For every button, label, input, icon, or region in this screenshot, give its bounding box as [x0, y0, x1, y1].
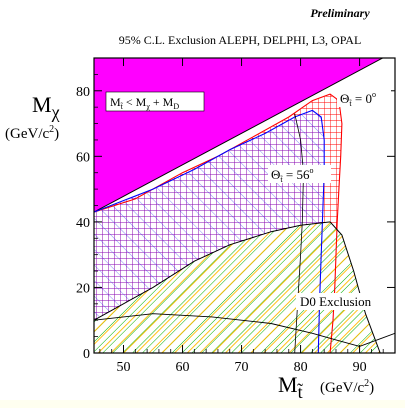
x-tick-label: 80: [294, 360, 308, 375]
y-tick-label: 20: [76, 281, 90, 296]
d0-label: D0 Exclusion: [296, 293, 388, 310]
y-axis-label-sub: χ: [51, 102, 60, 122]
kin-plus: + M: [150, 95, 174, 109]
y-axis-unit-sup: 2: [49, 124, 54, 135]
kinematic-label-text: Mt̃ < Mχ + MD: [110, 95, 179, 111]
x-tick-label: 60: [176, 360, 190, 375]
chart-title: 95% C.L. Exclusion ALEPH, DELPHI, L3, OP…: [119, 33, 362, 47]
y-tick-label: 80: [76, 85, 90, 100]
d0-contour: [94, 221, 381, 353]
theta0-label: Θt̃ = 0o: [337, 90, 391, 108]
theta0-sup: o: [372, 90, 376, 99]
theta0-label-text: Θt̃ = 0o: [340, 90, 376, 108]
kinematic-label-box: [105, 91, 205, 112]
preliminary-label: Preliminary: [310, 6, 370, 20]
d0-label-box: [296, 293, 388, 310]
x-axis-unit-close: ): [369, 380, 374, 396]
theta0-sub: t̃: [349, 99, 352, 108]
y-tick-label: 60: [76, 150, 90, 165]
theta56-contour: [94, 109, 325, 353]
theta56-theta: Θ: [271, 167, 280, 182]
theta0-label-box: [337, 90, 391, 107]
kin-m: M: [110, 95, 121, 109]
theta56-sub: t̃: [280, 175, 283, 184]
kin-lt: < M: [123, 95, 147, 109]
bottom-band: [0, 400, 405, 408]
kinematic-boundary-line: [94, 58, 384, 213]
x-tick-label: 90: [353, 360, 367, 375]
x-axis-label-main: M: [278, 372, 298, 397]
theta0-theta: Θ: [340, 91, 349, 106]
x-axis-label: Mt̃: [278, 372, 303, 402]
kin-sub-t: t̃: [120, 102, 123, 111]
y-tick-label: 40: [76, 216, 90, 231]
d0-label-text: D0 Exclusion: [300, 294, 372, 309]
kin-sub-chi: χ: [145, 102, 150, 111]
x-tick-label: 50: [117, 360, 131, 375]
y-axis-unit-close: ): [54, 126, 59, 142]
kinematic-label: Mt̃ < Mχ + MD: [105, 91, 205, 112]
x-axis-unit-main: (GeV/c: [320, 380, 364, 396]
d0-region-fill-2: [94, 221, 381, 353]
y-axis-unit-main: (GeV/c: [5, 126, 49, 142]
y-axis-unit: (GeV/c2): [5, 124, 59, 142]
theta56-label: Θt̃ = 56o: [268, 165, 331, 184]
x-tick-label: 70: [235, 360, 249, 375]
kin-sub-d: D: [173, 102, 179, 111]
axes: 50 60 70 80 90 0 20 40 60 80: [76, 57, 396, 375]
theta56-eq: = 56: [283, 167, 310, 182]
y-tick-label: 0: [83, 347, 90, 362]
x-axis-label-sub: t̃: [297, 382, 303, 402]
x-axis-unit-sup: 2: [364, 378, 369, 389]
theta56-label-box: [268, 165, 331, 183]
x-axis-unit: (GeV/c2): [320, 378, 374, 396]
theta0-eq: = 0: [352, 91, 372, 106]
y-axis-label: Mχ: [32, 92, 60, 122]
d0-lower-contour: [94, 313, 395, 347]
theta56-sup: o: [309, 166, 313, 175]
y-axis-label-main: M: [32, 92, 52, 117]
theta56-label-text: Θt̃ = 56o: [271, 166, 313, 184]
